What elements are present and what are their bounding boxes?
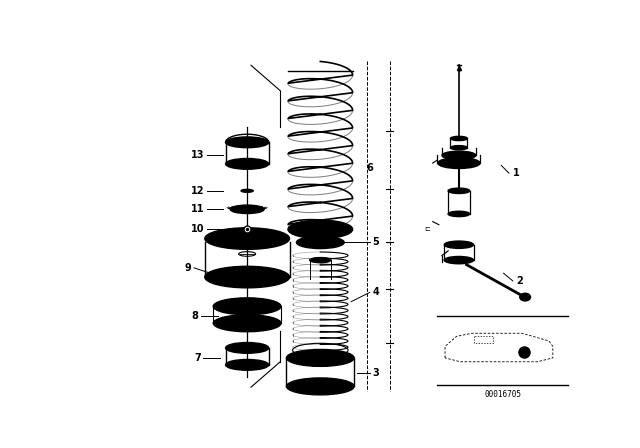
- Ellipse shape: [448, 188, 470, 194]
- Ellipse shape: [310, 258, 331, 263]
- Ellipse shape: [442, 151, 476, 159]
- Ellipse shape: [301, 228, 340, 237]
- Ellipse shape: [244, 190, 250, 192]
- Ellipse shape: [213, 315, 281, 332]
- Ellipse shape: [241, 189, 253, 192]
- Ellipse shape: [225, 343, 269, 353]
- Ellipse shape: [288, 220, 353, 238]
- Ellipse shape: [205, 228, 289, 250]
- Text: 1: 1: [513, 168, 520, 178]
- Ellipse shape: [287, 349, 354, 366]
- Text: 11: 11: [191, 204, 205, 214]
- Ellipse shape: [444, 256, 474, 264]
- Ellipse shape: [306, 223, 335, 231]
- Ellipse shape: [243, 208, 252, 211]
- Text: 3: 3: [372, 368, 380, 378]
- Text: 8: 8: [191, 310, 198, 321]
- Ellipse shape: [225, 137, 269, 148]
- Ellipse shape: [303, 238, 337, 247]
- Ellipse shape: [520, 293, 531, 301]
- Ellipse shape: [451, 136, 467, 141]
- Text: 7: 7: [194, 353, 201, 363]
- Ellipse shape: [296, 236, 344, 249]
- Text: 10: 10: [191, 224, 205, 234]
- Text: 5: 5: [372, 237, 380, 247]
- Text: 6: 6: [367, 163, 373, 173]
- Ellipse shape: [213, 298, 281, 315]
- Text: 12: 12: [191, 186, 205, 196]
- Text: ⊏: ⊏: [424, 226, 431, 233]
- Text: 4: 4: [372, 288, 380, 297]
- Ellipse shape: [448, 211, 470, 217]
- Ellipse shape: [225, 159, 269, 169]
- Text: 9: 9: [185, 263, 192, 273]
- Ellipse shape: [205, 266, 289, 288]
- Ellipse shape: [444, 241, 474, 248]
- Ellipse shape: [230, 205, 264, 214]
- Ellipse shape: [287, 378, 354, 395]
- Text: 13: 13: [191, 151, 205, 160]
- Ellipse shape: [451, 146, 467, 150]
- Text: 2: 2: [516, 276, 524, 286]
- Text: 00016705: 00016705: [484, 390, 522, 399]
- Ellipse shape: [225, 359, 269, 370]
- Ellipse shape: [438, 158, 480, 168]
